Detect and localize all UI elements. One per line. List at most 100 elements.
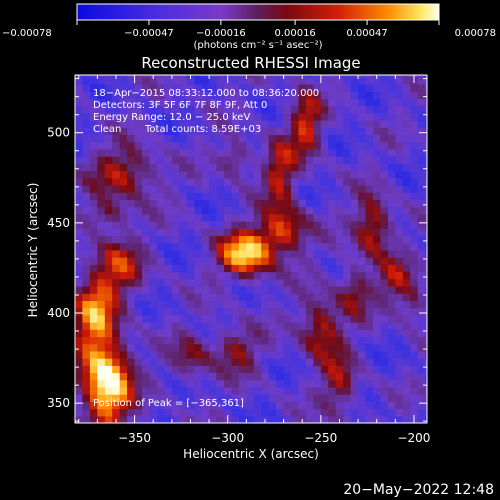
heatmap-cell [276,415,285,423]
heatmap-cell [156,134,165,143]
heatmap-cell [246,206,255,215]
heatmap-cell [291,84,299,92]
heatmap-cell [246,112,255,121]
heatmap-cell [89,257,98,265]
heatmap-cell [171,322,180,330]
heatmap-cell [425,293,427,301]
heatmap-cell [395,84,404,92]
heatmap-cell [142,76,150,85]
heatmap-cell [97,322,106,330]
heatmap-cell [246,249,255,258]
heatmap-cell [291,394,299,402]
heatmap-cell [75,221,83,229]
heatmap-cell [89,156,98,164]
heatmap-cell [156,379,165,388]
heatmap-cell [112,264,121,273]
heatmap-cell [142,415,150,423]
heatmap-cell [216,401,225,410]
colorbar-tick-label: 0.00078 [455,28,496,39]
heatmap-cell [231,206,240,215]
heatmap-cell [246,148,255,157]
heatmap-cell [291,242,299,251]
heatmap-cell [142,177,150,186]
heatmap-cell [291,75,299,78]
heatmap-cell [112,120,121,128]
heatmap-cell [164,322,173,330]
heatmap-cell [89,408,98,417]
heatmap-cell [313,286,322,294]
heatmap-cell [417,148,426,157]
heatmap-cell [179,199,188,208]
heatmap-cell [238,120,247,128]
heatmap-cell [179,329,188,337]
heatmap-cell [112,156,121,164]
heatmap-cell [156,148,165,157]
heatmap-cell [201,213,210,222]
heatmap-cell [149,358,158,366]
heatmap-cell [127,185,136,193]
heatmap-cell [343,372,352,381]
heatmap-cell [373,221,381,229]
heatmap-cell [387,358,396,366]
heatmap-cell [119,127,128,136]
heatmap-cell [335,271,344,280]
heatmap-cell [253,75,262,78]
heatmap-cell [171,91,180,99]
heatmap-cell [75,293,83,301]
heatmap-cell [313,314,322,323]
heatmap-cell [97,192,106,200]
heatmap-cell [224,177,232,186]
heatmap-cell [127,271,136,280]
heatmap-cell [276,322,285,330]
heatmap-cell [179,112,188,121]
heatmap-cell [186,249,195,258]
heatmap-cell [134,379,143,388]
heatmap-cell [253,264,262,273]
heatmap-cell [358,127,367,136]
heatmap-cell [149,192,158,200]
heatmap-cell [268,386,277,395]
heatmap-cell [387,163,396,172]
heatmap-cell [410,408,419,417]
heatmap-cell [164,386,173,395]
heatmap-cell [358,170,367,179]
heatmap-cell [425,177,427,186]
heatmap-cell [402,300,411,309]
heatmap-cell [246,372,255,381]
heatmap-cell [358,141,367,150]
heatmap-cell [171,206,180,215]
heatmap-cell [343,293,352,301]
heatmap-cell [75,120,83,128]
heatmap-cell [89,293,98,301]
heatmap-cell [365,112,374,121]
heatmap-cell [320,185,329,193]
heatmap-cell [291,141,299,150]
heatmap-cell [320,98,329,107]
heatmap-cell [112,249,121,258]
heatmap-cell [186,98,195,107]
heatmap-cell [373,314,381,323]
heatmap-cell [149,177,158,186]
heatmap-cell [164,185,173,193]
colorbar: −0.00078 −0.00047 −0.00016 0.00016 0.00047 0.… [2,3,496,51]
heatmap-cell [402,141,411,150]
heatmap-cell [343,148,352,157]
heatmap-cell [75,235,83,244]
heatmap-cell [291,112,299,121]
heatmap-cell [253,257,262,265]
heatmap-cell [246,415,255,423]
heatmap-cell [156,257,165,265]
heatmap-cell [402,185,411,193]
heatmap-cell [149,350,158,359]
heatmap-cell [417,408,426,417]
heatmap-cell [425,278,427,287]
heatmap-cell [179,185,188,193]
heatmap-cell [142,336,150,345]
heatmap-cell [97,278,106,287]
heatmap-cell [149,141,158,150]
heatmap-cell [134,286,143,294]
heatmap-cell [127,264,136,273]
heatmap-cell [276,350,285,359]
heatmap-cell [313,322,322,330]
heatmap-cell [82,84,91,92]
